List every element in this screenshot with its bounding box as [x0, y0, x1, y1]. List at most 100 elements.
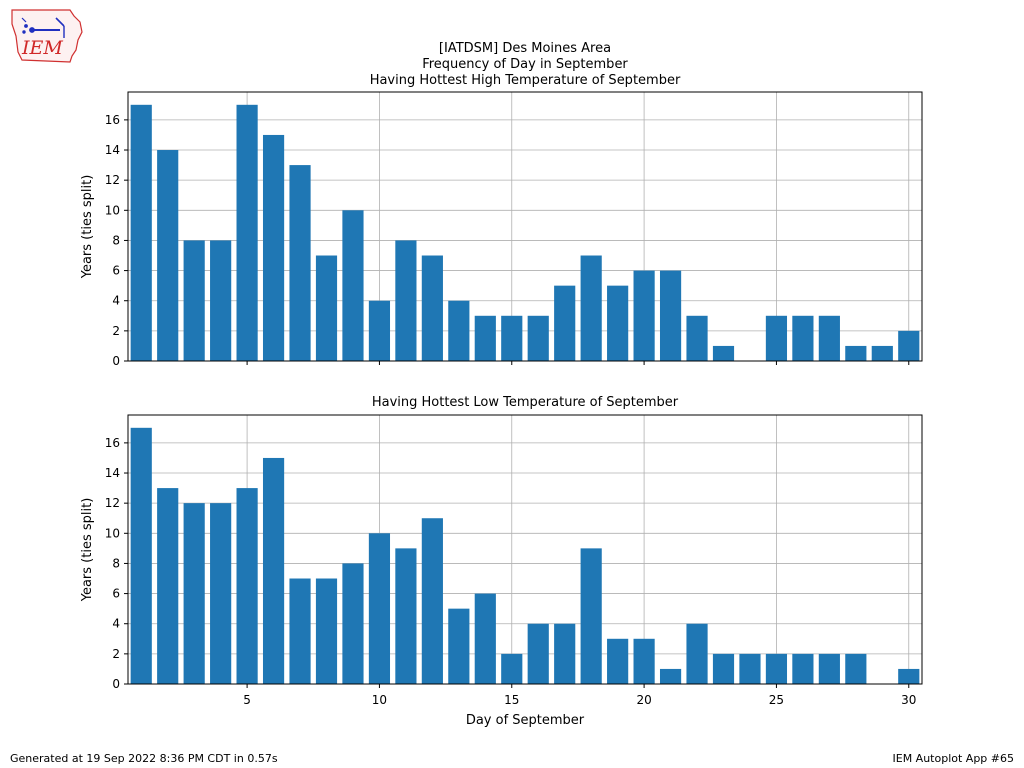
- bar-day-10: [368, 300, 391, 361]
- iem-logo: IEM: [11, 9, 83, 63]
- bar-day-5: [236, 104, 258, 362]
- bar-day-8: [315, 255, 338, 361]
- bar-day-28: [845, 345, 867, 361]
- bar-day-17: [554, 623, 576, 684]
- axes-frame: [127, 414, 923, 685]
- bar-day-6: [262, 134, 285, 361]
- title-line-2: Frequency of Day in September: [422, 57, 628, 72]
- bar-day-14: [474, 315, 496, 361]
- y-tick-label: 6: [112, 587, 120, 601]
- y-tick-label: 4: [112, 294, 120, 308]
- x-tick-label: 10: [372, 693, 387, 707]
- y-tick-label: 12: [105, 173, 120, 187]
- bar-day-30: [898, 330, 920, 361]
- bar-day-5: [236, 488, 258, 684]
- bar-day-9: [342, 563, 364, 684]
- weather-station-icon: [21, 17, 65, 38]
- bar-day-28: [845, 653, 867, 684]
- bar-day-18: [580, 548, 602, 684]
- bar-day-10: [368, 533, 391, 684]
- logo-text: IEM: [21, 37, 63, 59]
- bar-day-20: [633, 638, 655, 684]
- bar-day-18: [580, 255, 602, 361]
- y-tick-label: 10: [105, 203, 120, 217]
- bar-day-12: [421, 255, 443, 361]
- bar-day-7: [289, 578, 311, 684]
- bar-day-22: [686, 315, 708, 361]
- bar-day-25: [765, 653, 788, 684]
- panel-title: Having Hottest Low Temperature of Septem…: [372, 395, 679, 410]
- bar-day-24: [739, 653, 761, 684]
- bar-day-23: [712, 345, 735, 361]
- bar-day-25: [765, 315, 788, 361]
- bar-day-21: [659, 270, 682, 361]
- bar-day-3: [183, 503, 205, 684]
- y-tick-label: 14: [105, 466, 120, 480]
- footer-app-label: IEM Autoplot App #65: [892, 752, 1015, 765]
- y-tick-label: 16: [105, 436, 120, 450]
- bar-day-3: [183, 240, 205, 361]
- bar-day-6: [262, 457, 285, 684]
- bar-day-16: [527, 315, 549, 361]
- bar-day-2: [157, 150, 179, 361]
- bar-day-26: [792, 315, 814, 361]
- x-tick-label: 15: [504, 693, 519, 707]
- x-tick-label: 25: [769, 693, 784, 707]
- x-tick-label: 30: [901, 693, 916, 707]
- y-tick-label: 8: [112, 556, 120, 570]
- y-tick-label: 12: [105, 496, 120, 510]
- panel-high-temperature: 0 2 4 6 8 10 12 14 16 Years (ties split): [80, 91, 923, 368]
- bar-day-8: [315, 578, 338, 684]
- bar-day-13: [448, 608, 470, 684]
- bar-day-20: [633, 270, 655, 361]
- bar-day-21: [659, 668, 682, 684]
- bar-day-1: [130, 427, 152, 684]
- y-axis-label: Years (ties split): [80, 175, 95, 280]
- y-tick-label: 2: [112, 324, 120, 338]
- y-tick-label: 0: [112, 677, 120, 691]
- bar-day-26: [792, 653, 814, 684]
- bar-day-15: [501, 315, 523, 361]
- bar-day-4: [210, 240, 232, 361]
- bar-day-19: [607, 638, 629, 684]
- y-tick-label: 4: [112, 617, 120, 631]
- axes-frame: [127, 91, 923, 362]
- x-axis-label: Day of September: [466, 713, 585, 728]
- bar-day-27: [818, 653, 840, 684]
- footer-generated-text: Generated at 19 Sep 2022 8:36 PM CDT in …: [10, 752, 278, 765]
- y-axis-label: Years (ties split): [80, 498, 95, 603]
- bar-day-4: [210, 503, 232, 684]
- bar-day-9: [342, 210, 364, 361]
- y-tick-label: 16: [105, 113, 120, 127]
- y-tick-label: 14: [105, 143, 120, 157]
- bar-day-17: [554, 285, 576, 361]
- figure-titles: [IATDSM] Des Moines Area Frequency of Da…: [370, 41, 681, 88]
- bar-day-16: [527, 623, 549, 684]
- y-tick-label: 10: [105, 526, 120, 540]
- bar-day-29: [871, 345, 893, 361]
- bar-day-14: [474, 593, 496, 684]
- bar-day-12: [421, 518, 443, 684]
- title-line-3: Having Hottest High Temperature of Septe…: [370, 73, 681, 88]
- y-tick-label: 8: [112, 233, 120, 247]
- y-tick-label: 0: [112, 354, 120, 368]
- y-tick-label: 6: [112, 264, 120, 278]
- bar-day-22: [686, 623, 708, 684]
- title-line-1: [IATDSM] Des Moines Area: [439, 41, 611, 56]
- bar-day-11: [395, 548, 417, 684]
- bar-day-27: [818, 315, 840, 361]
- bar-day-1: [130, 104, 152, 362]
- bar-day-13: [448, 300, 470, 361]
- bar-day-11: [395, 240, 417, 361]
- bar-day-23: [712, 653, 735, 684]
- bar-day-30: [898, 668, 920, 684]
- bar-day-15: [501, 653, 523, 684]
- x-tick-label: 5: [243, 693, 251, 707]
- bar-day-2: [157, 488, 179, 684]
- bar-day-19: [607, 285, 629, 361]
- y-tick-label: 2: [112, 647, 120, 661]
- x-tick-label: 20: [636, 693, 651, 707]
- bar-day-7: [289, 165, 311, 361]
- panel-low-temperature: 0 2 4 6 8 10 12 14 16 5 10 15 20 25 30 Years (ties spli…: [80, 395, 923, 728]
